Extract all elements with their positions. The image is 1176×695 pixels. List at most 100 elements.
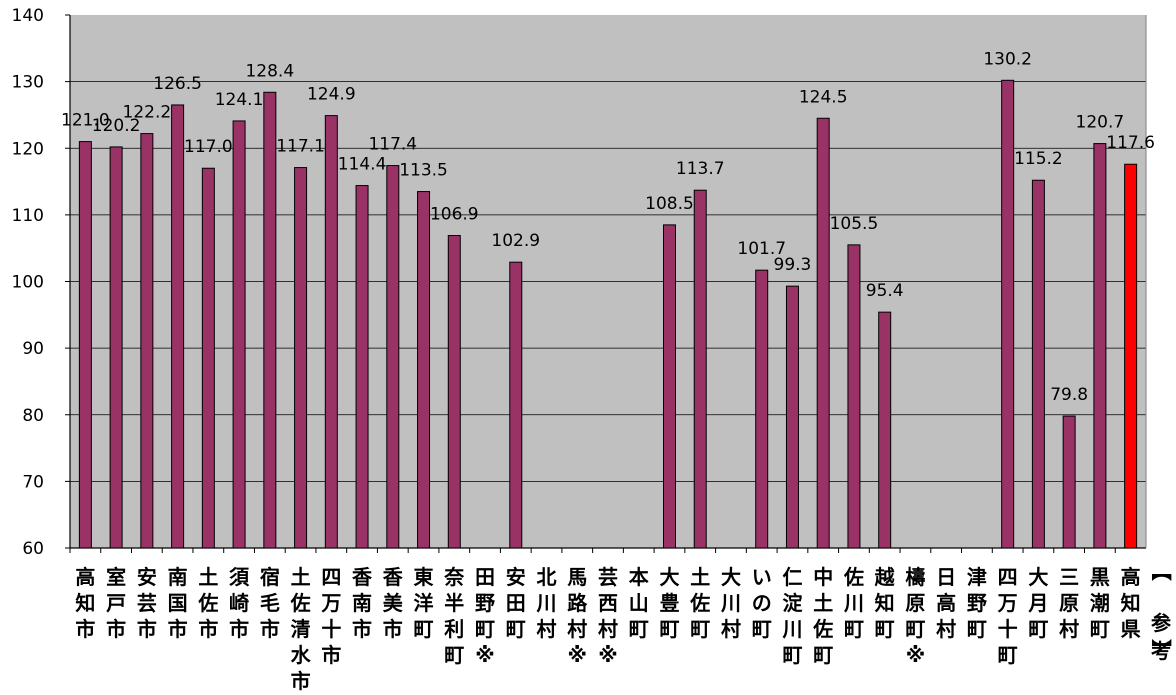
- x-category-label: 須崎市: [229, 565, 250, 641]
- bar: [816, 117, 830, 549]
- x-category-label-char: 原: [905, 591, 925, 615]
- x-category-label: 土佐町: [689, 565, 710, 641]
- data-label: 117.4: [368, 135, 417, 155]
- x-category-label-char: 市: [168, 617, 188, 641]
- bar: [1093, 143, 1107, 549]
- x-category-label: 南国市: [168, 565, 188, 641]
- x-category-label-char: 万: [320, 591, 341, 615]
- x-category-label-char: 知: [75, 591, 95, 615]
- bar: [355, 185, 369, 549]
- x-category-label: 田野町※: [475, 565, 495, 667]
- data-label: 130.2: [983, 49, 1032, 69]
- x-category-label-char: 路: [567, 591, 588, 615]
- x-category-label-char: ※: [598, 643, 617, 667]
- x-category-label: 馬路村※: [567, 565, 588, 667]
- x-category-label-char: 檮: [905, 565, 925, 589]
- bar: [232, 120, 246, 549]
- data-label: 120.2: [92, 116, 141, 136]
- bar: [878, 311, 892, 549]
- y-tick-label: 140: [12, 6, 44, 26]
- bar: [693, 189, 707, 549]
- data-label: 117.6: [1106, 133, 1155, 153]
- y-tick-label: 70: [22, 472, 44, 492]
- x-category-label: 香美市: [383, 565, 404, 641]
- x-category-label-char: 町: [813, 643, 833, 667]
- x-category-label-char: 土: [198, 565, 218, 589]
- x-category-label-char: 美: [383, 591, 404, 615]
- x-category-label-char: 町: [875, 617, 895, 641]
- x-category-label-char: 町: [1090, 617, 1110, 641]
- data-label: 128.4: [245, 61, 294, 81]
- data-label: 106.9: [430, 205, 479, 225]
- x-category-label-char: 崎: [229, 591, 249, 615]
- x-category-label: 安芸市: [137, 565, 157, 641]
- x-category-label-char: 町: [629, 617, 649, 641]
- x-category-label-char: 町: [752, 617, 772, 641]
- x-category-label: 土佐市: [197, 565, 218, 641]
- x-category-label: 高知市: [75, 565, 95, 641]
- x-category-label-char: 十: [998, 617, 1018, 641]
- y-tick-label: 110: [12, 206, 44, 226]
- data-label: 122.2: [123, 103, 172, 123]
- bar: [509, 261, 523, 549]
- x-category-label: 宿毛市: [260, 565, 280, 641]
- bar: [324, 115, 338, 549]
- x-category-label-char: 万: [997, 591, 1018, 615]
- x-category-label-char: 佐: [197, 591, 218, 615]
- data-label: 108.5: [645, 194, 694, 214]
- x-category-label-char: 山: [629, 591, 649, 615]
- data-label: 113.7: [676, 159, 725, 179]
- x-category-label-char: 津: [967, 565, 987, 589]
- x-category-label-char: 市: [291, 669, 311, 693]
- x-category-label-char: 市: [106, 617, 126, 641]
- x-category-label-char: 須: [229, 565, 250, 589]
- x-category-label: 本山町: [629, 565, 649, 641]
- x-category-label-char: 県: [1121, 617, 1141, 641]
- x-category-label-char: 淀: [782, 591, 803, 615]
- x-category-label-char: 市: [229, 617, 249, 641]
- x-category-label-char: 黒: [1090, 565, 1110, 589]
- data-label: 124.9: [307, 85, 356, 105]
- data-label: 124.1: [215, 90, 264, 110]
- x-category-label-char: 市: [352, 617, 372, 641]
- x-category-label-char: 日: [936, 565, 956, 589]
- x-category-label-char: 市: [198, 617, 218, 641]
- x-category-label-char: 大: [721, 565, 741, 589]
- side-note-char: 考: [1151, 639, 1171, 663]
- x-category-label-char: 町: [905, 617, 925, 641]
- data-label: 113.5: [399, 161, 448, 181]
- x-category-label-char: 村: [936, 617, 956, 641]
- x-category-label-char: ※: [475, 643, 494, 667]
- x-category-label-char: 宿: [260, 565, 280, 589]
- x-category-label-char: 土: [813, 591, 833, 615]
- data-label: 79.8: [1050, 385, 1088, 405]
- x-category-label: 東洋町: [414, 565, 434, 641]
- x-category-label: 日高村: [936, 565, 956, 641]
- x-category-label-char: 潮: [1090, 591, 1110, 615]
- bar: [263, 91, 277, 549]
- x-category-label-char: 利: [444, 617, 464, 641]
- x-category-label-char: 原: [1059, 591, 1079, 615]
- bars: [78, 79, 1138, 549]
- x-category-label-char: 川: [843, 591, 864, 615]
- side-note-char: 】: [1149, 639, 1173, 659]
- x-category-label-char: ※: [568, 643, 587, 667]
- x-category-label: 越知町: [874, 565, 896, 641]
- x-category-label-char: 町: [782, 643, 802, 667]
- bar: [662, 224, 676, 549]
- x-category-label-char: 川: [781, 617, 802, 641]
- data-label: 101.7: [737, 239, 786, 259]
- bar: [171, 104, 185, 549]
- x-category-label-char: 市: [383, 617, 403, 641]
- data-label: 126.5: [153, 74, 202, 94]
- x-category-label-char: 野: [967, 591, 987, 615]
- x-category-label-char: 水: [291, 643, 312, 667]
- x-category-label: 室戸市: [106, 565, 126, 641]
- data-label: 121.0: [61, 111, 110, 131]
- x-category-label-char: 室: [106, 565, 126, 589]
- x-category-label-char: 知: [1121, 591, 1141, 615]
